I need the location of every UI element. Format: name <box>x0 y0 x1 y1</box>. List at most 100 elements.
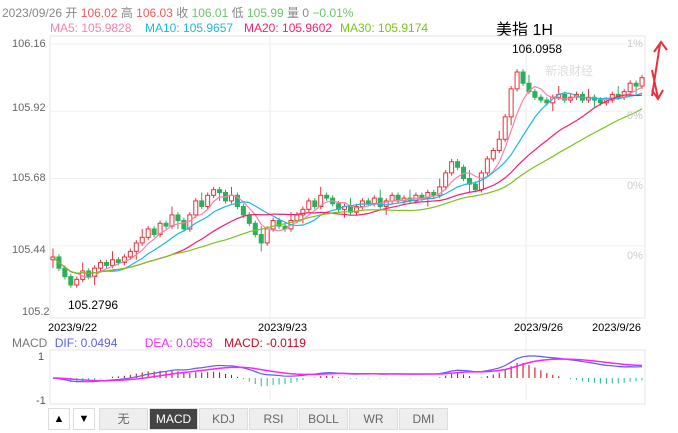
dea-line <box>52 358 643 382</box>
max-price-label: 106.0958 <box>512 42 563 56</box>
candle-body <box>443 172 449 188</box>
dea-value: DEA: 0.0553 <box>144 336 213 350</box>
ma30-label: MA30: 105.9174 <box>340 21 429 35</box>
candle-body <box>211 189 217 196</box>
ma10-line <box>52 92 643 274</box>
tab-wr[interactable]: WR <box>349 408 398 430</box>
candle-body <box>496 138 502 151</box>
candle-body <box>163 222 169 227</box>
ma30-line <box>52 108 643 274</box>
candle-body <box>115 259 121 264</box>
volume-label: 量 <box>287 6 300 20</box>
candle-body <box>639 77 645 87</box>
open-value: 106.02 <box>80 6 118 20</box>
candle-body <box>538 96 544 101</box>
y-label: 105.68 <box>12 172 46 184</box>
candle-body <box>104 262 110 266</box>
candle-body <box>502 116 508 140</box>
open-label: 开 <box>65 6 78 20</box>
ma20-line <box>52 94 643 274</box>
high-label: 高 <box>120 6 133 20</box>
indicator-toolbar: ▲ ▼ 无 MACD KDJ RSI BOLL WR DMI <box>48 408 449 430</box>
candle-body <box>199 200 205 208</box>
y-label: 105.92 <box>12 102 46 114</box>
dif-value: DIF: 0.0494 <box>54 336 118 350</box>
x-date-label: 2023/9/26 <box>514 322 563 334</box>
candle-body <box>109 259 115 266</box>
candle-body <box>532 91 538 98</box>
macd-name: MACD <box>12 336 48 350</box>
candle-body <box>145 228 151 238</box>
candle-body <box>431 192 437 196</box>
candle-body <box>98 262 104 269</box>
candle-body <box>127 250 133 258</box>
pct-label: 0% <box>627 250 643 262</box>
candle-body <box>318 194 324 208</box>
tab-kdj[interactable]: KDJ <box>199 408 248 430</box>
candle-body <box>139 236 145 244</box>
pct-label: 1% <box>627 38 643 50</box>
volume-value: 0 <box>302 6 310 20</box>
candle-body <box>437 186 443 196</box>
close-label: 收 <box>176 6 189 20</box>
candle-body <box>472 183 478 191</box>
candle-body <box>324 194 330 199</box>
candle-body <box>193 200 199 216</box>
candle-body <box>508 88 514 118</box>
ohlc-header: 2023/09/26 开 106.02 高 106.03 收 106.01 低 … <box>2 4 353 21</box>
macd-frame <box>49 349 646 405</box>
candle-body <box>544 99 550 104</box>
chart-frame <box>49 35 646 319</box>
tab-macd[interactable]: MACD <box>149 408 198 430</box>
candle-body <box>597 99 603 104</box>
ma20-label: MA20: 105.9602 <box>244 21 333 35</box>
candle-body <box>562 93 568 101</box>
candle-body <box>258 234 264 244</box>
y-label: 105.44 <box>12 244 46 256</box>
candle-body <box>520 71 526 84</box>
candle-body <box>627 82 633 93</box>
candle-body <box>169 214 175 227</box>
candle-body <box>62 267 68 278</box>
macd-value: MACD: -0.0119 <box>224 336 306 350</box>
macd-ymax: 1 <box>38 351 45 363</box>
macd-ymin: -1 <box>36 395 46 407</box>
tab-rsi[interactable]: RSI <box>249 408 298 430</box>
candle-body <box>312 200 318 208</box>
y-label: 105.2 <box>22 306 50 318</box>
candle-body <box>151 228 157 236</box>
tab-dmi[interactable]: DMI <box>399 408 448 430</box>
y-label: 106.16 <box>12 38 46 50</box>
candle-body <box>455 161 461 168</box>
scroll-down-button[interactable]: ▼ <box>73 408 95 430</box>
candle-body <box>68 276 74 286</box>
candle-body <box>234 194 240 208</box>
candle-body <box>228 194 234 202</box>
candle-body <box>276 220 282 227</box>
min-price-label: 105.2796 <box>68 298 119 312</box>
ma10-label: MA10: 105.9657 <box>145 21 234 35</box>
low-label: 低 <box>231 6 244 20</box>
x-date-label: 2023/9/23 <box>258 322 307 334</box>
candle-body <box>449 161 455 174</box>
candle-body <box>466 178 472 185</box>
watermark: 新浪财经 <box>545 64 594 78</box>
candle-body <box>353 206 359 213</box>
candle-body <box>484 158 490 174</box>
candle-body <box>383 200 389 208</box>
high-value: 106.03 <box>136 6 173 20</box>
candle-body <box>270 220 276 230</box>
candle-body <box>294 214 300 222</box>
candle-body <box>306 200 312 210</box>
candle-body <box>175 214 181 222</box>
candle-body <box>121 256 127 264</box>
tab-none[interactable]: 无 <box>99 408 148 430</box>
change-value: −0.01% <box>312 6 354 20</box>
candle-body <box>217 189 223 194</box>
x-date-label: 2023/9/26 <box>592 322 641 334</box>
scroll-up-button[interactable]: ▲ <box>48 408 70 430</box>
tab-boll[interactable]: BOLL <box>299 408 348 430</box>
candle-body <box>240 206 246 216</box>
candle-body <box>74 278 80 286</box>
